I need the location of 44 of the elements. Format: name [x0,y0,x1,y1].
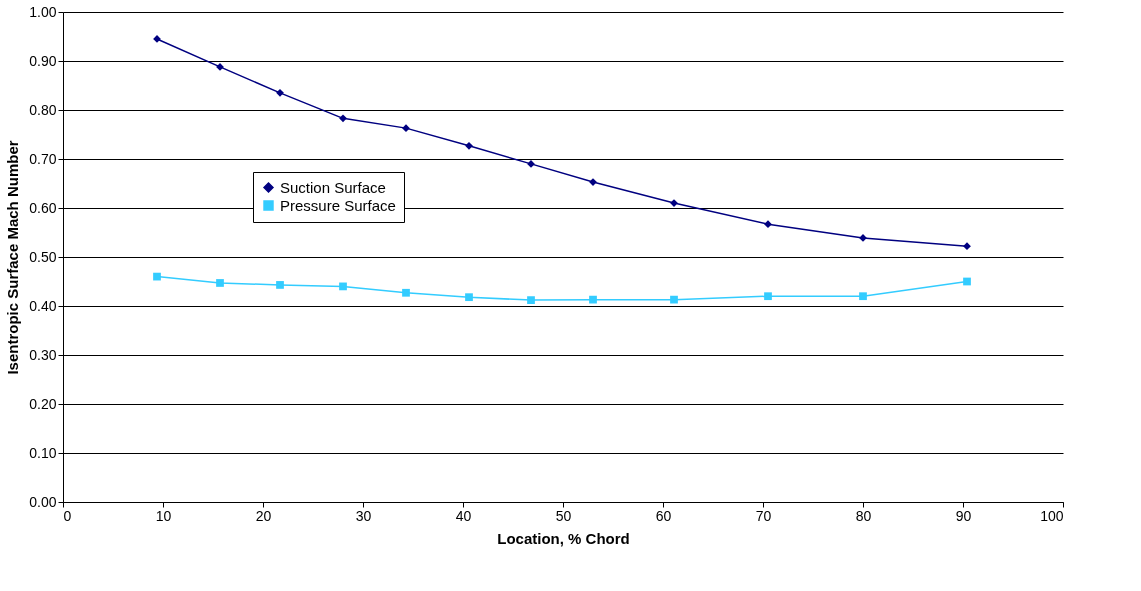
y-tick-label: 0.00 [29,493,57,510]
x-tick-label: 60 [655,507,672,524]
x-tick-label: 10 [155,507,172,524]
point [276,88,284,97]
point [963,242,971,251]
point [153,272,161,281]
x-tick-label: 70 [755,507,772,524]
point [465,141,473,150]
point [670,295,678,304]
x-tick-label: 0 [63,507,72,524]
y-tick-label: 1.00 [29,3,57,20]
legend-label: Suction Surface [280,178,386,196]
x-tick-label: 30 [355,507,372,524]
y-tick-label: 0.20 [29,395,57,412]
point [859,234,867,242]
point [764,292,772,301]
point [589,295,597,304]
y-tick-label: 0.50 [29,248,57,265]
point [339,114,347,123]
x-tick-label: 80 [855,507,872,524]
point [764,220,772,229]
point [465,293,473,302]
point [216,279,224,287]
y-tick-label: 0.70 [29,150,57,167]
point [527,296,535,304]
x-axis-title: Location, % Chord [497,529,630,547]
y-tick-label: 0.40 [29,297,57,314]
x-tick-label: 50 [555,507,572,524]
x-tick-label: 100 [1040,507,1064,524]
y-tick-label: 0.30 [29,346,57,363]
x-tick-label: 20 [255,507,272,524]
point [963,277,971,286]
y-tick-label: 0.10 [29,444,57,461]
legend-label: Pressure Surface [280,196,396,214]
point [859,292,867,301]
point [339,282,347,291]
x-tick-label: 90 [955,507,972,524]
y-axis-title: Isentropic Surface Mach Number [4,140,22,375]
y-tick-label: 0.80 [29,101,57,118]
x-tick-label: 40 [455,507,472,524]
y-tick-label: 0.90 [29,52,57,69]
y-tick-label: 0.60 [29,199,57,216]
point [276,281,284,289]
point [402,288,410,297]
